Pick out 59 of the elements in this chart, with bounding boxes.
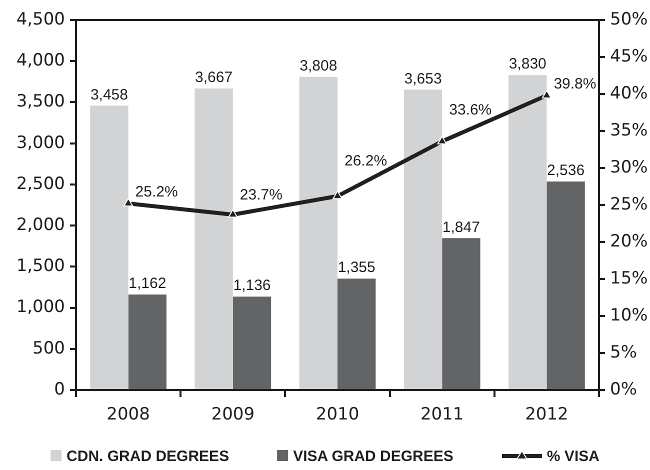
data-label: 39.8%: [554, 75, 596, 92]
y2-tick-label: 35%: [610, 120, 648, 140]
y2-tick-label: 30%: [610, 157, 648, 178]
legend-label: VISA GRAD DEGREES: [293, 448, 454, 466]
bar: [546, 181, 585, 389]
point: [332, 190, 342, 200]
bar: [338, 278, 376, 389]
y-tick-label: 3,000: [16, 132, 65, 153]
legend-label: CDN. GRAD DEGREES: [66, 448, 230, 466]
data-label: 1,136: [233, 277, 271, 294]
point: [542, 90, 552, 98]
data-label: 1,355: [338, 259, 376, 276]
data-label: 33.6%: [449, 102, 492, 119]
x-tick-label: 2010: [316, 404, 360, 425]
bar: [442, 238, 480, 389]
data-label: 3,458: [90, 86, 128, 104]
x-tick-label: 2008: [106, 404, 150, 425]
bar: [128, 294, 166, 389]
data-label: 3,830: [508, 56, 546, 73]
y2-tick-label: 0%: [610, 379, 637, 400]
point: [437, 136, 447, 144]
data-label: 26.2%: [344, 152, 388, 170]
data-label: 2,536: [547, 162, 585, 180]
x-tick-label: 2009: [211, 404, 255, 425]
y2-tick-label: 10%: [610, 305, 648, 326]
data-label: 23.7%: [240, 186, 282, 204]
y-tick-label: 500: [32, 338, 65, 358]
bar: [90, 106, 128, 389]
y2-tick-label: 20%: [610, 231, 648, 252]
data-label: 25.2%: [135, 184, 178, 201]
y-tick-label: 1,000: [16, 297, 65, 318]
point: [228, 209, 238, 218]
x-tick-label: 2011: [420, 404, 464, 425]
bar: [508, 75, 547, 389]
data-label: 3,808: [300, 58, 338, 75]
bar: [232, 296, 272, 389]
y2-tick-label: 25%: [610, 194, 648, 214]
bar: [194, 88, 233, 389]
y-tick-label: 4,000: [16, 50, 65, 71]
bar: [299, 76, 338, 389]
data-label: 1,162: [128, 275, 166, 292]
y-tick-label: 2,000: [16, 214, 65, 235]
y2-tick-label: 45%: [610, 46, 648, 66]
data-label: 1,847: [442, 218, 480, 236]
y-tick-label: 3,500: [16, 92, 65, 112]
y2-tick-label: 5%: [610, 342, 637, 362]
y2-tick-label: 15%: [610, 268, 648, 288]
y-tick-label: 1,500: [16, 256, 65, 276]
y-tick-label: 2,500: [16, 174, 65, 194]
legend-label: % VISA: [546, 448, 600, 466]
y2-tick-label: 40%: [610, 83, 648, 104]
y-tick-label: 4,500: [16, 9, 65, 30]
data-label: 3,667: [195, 69, 233, 86]
bar: [404, 90, 442, 389]
point: [123, 198, 134, 207]
data-label: 3,653: [404, 70, 442, 88]
x-tick-label: 2012: [525, 404, 568, 425]
y-tick-label: 0: [54, 379, 65, 400]
y2-tick-label: 50%: [610, 9, 648, 30]
